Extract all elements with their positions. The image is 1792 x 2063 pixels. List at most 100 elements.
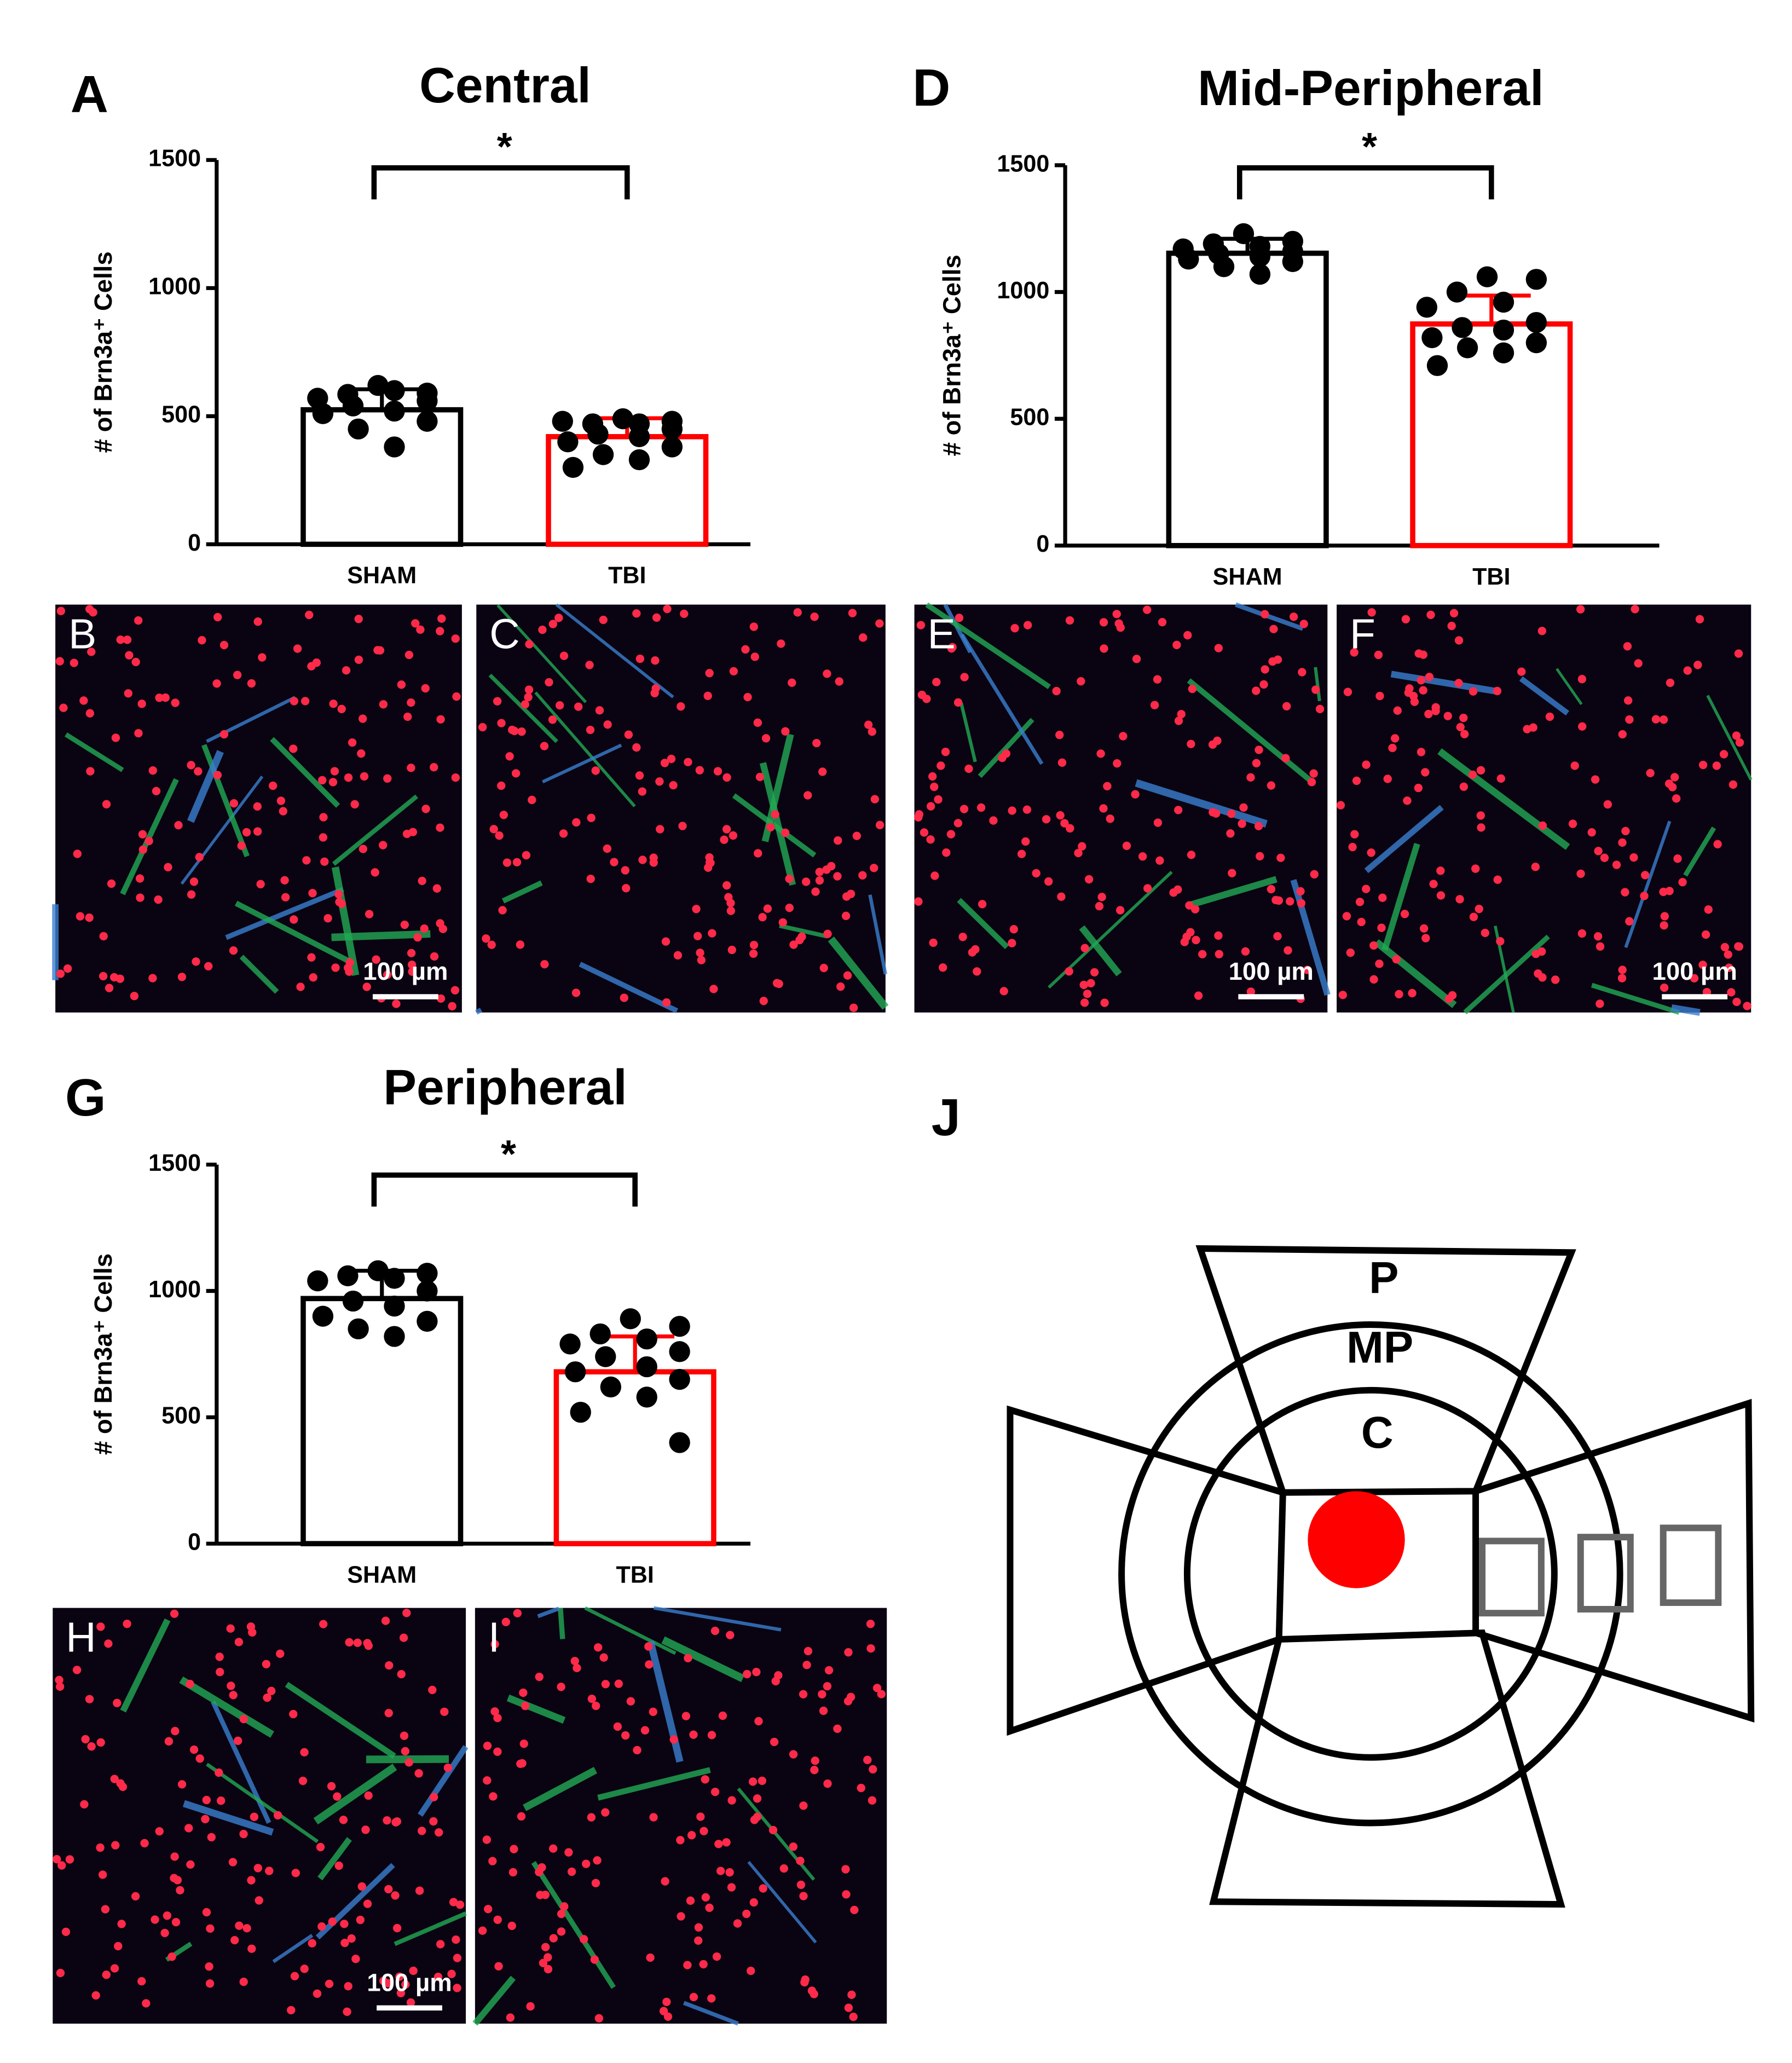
cell-dot — [849, 1003, 858, 1012]
x-tick-label: TBI — [608, 563, 646, 589]
cell-dot — [1704, 905, 1713, 914]
cell-dot — [365, 910, 374, 918]
data-point — [628, 449, 650, 471]
y-axis-label: # of Brn3a⁺ Cells — [938, 255, 966, 456]
cell-dot — [536, 1891, 545, 1899]
cell-dot — [418, 876, 426, 886]
cell-dot — [452, 692, 461, 701]
panel-label: E — [928, 611, 956, 658]
cell-dot — [1693, 661, 1702, 669]
cell-dot — [1593, 932, 1603, 941]
micrograph — [914, 602, 1331, 1013]
cell-dot — [512, 858, 522, 866]
cell-dot — [989, 816, 998, 825]
significance-bracket — [371, 1172, 638, 1207]
cell-dot — [399, 1633, 408, 1642]
cell-dot — [848, 609, 857, 617]
cell-dot — [490, 1640, 499, 1649]
cell-dot — [1400, 910, 1409, 918]
cell-dot — [599, 1653, 608, 1662]
cell-dot — [186, 1860, 195, 1869]
cell-dot — [216, 1668, 224, 1677]
cell-dot — [137, 1977, 146, 1986]
cell-dot — [330, 767, 339, 776]
cell-dot — [1350, 830, 1359, 839]
cell-dot — [1113, 759, 1122, 768]
cell-dot — [753, 1812, 762, 1821]
cell-dot — [1404, 688, 1413, 697]
cell-dot — [1267, 781, 1276, 790]
cell-dot — [622, 883, 631, 893]
cell-dot — [1131, 790, 1140, 799]
cell-dot — [978, 900, 987, 909]
cell-dot — [448, 1002, 456, 1010]
cell-dot — [1665, 887, 1674, 895]
micrograph-bg — [476, 604, 886, 1013]
cell-dot — [1631, 605, 1639, 614]
cell-dot — [1617, 974, 1627, 983]
cell-dot — [727, 1796, 736, 1805]
cell-dot — [408, 967, 417, 976]
cell-dot — [53, 1855, 61, 1864]
cell-dot — [1421, 934, 1430, 943]
cell-dot — [781, 828, 790, 837]
cell-dot — [320, 857, 329, 866]
cell-dot — [276, 796, 286, 805]
inner-ring — [1183, 1386, 1558, 1761]
cell-dot — [621, 866, 630, 875]
cell-dot — [357, 749, 366, 758]
cell-dot — [212, 679, 221, 688]
cell-dot — [1238, 819, 1246, 828]
cell-dot — [1008, 806, 1016, 815]
cell-dot — [177, 1780, 187, 1789]
cell-dot — [1391, 734, 1400, 743]
significance-label: * — [497, 125, 512, 169]
cell-dot — [1417, 676, 1425, 685]
cell-dot — [115, 974, 125, 983]
cell-dot — [1307, 778, 1316, 787]
data-point — [1525, 269, 1547, 290]
cell-dot — [526, 2002, 535, 2011]
data-point — [589, 1323, 611, 1345]
cell-dot — [959, 805, 969, 813]
cell-dot — [999, 987, 1008, 996]
cell-dot — [1299, 620, 1308, 628]
cell-dot — [727, 945, 736, 955]
cell-dot — [758, 1776, 767, 1785]
cell-dot — [226, 1624, 235, 1633]
data-point — [612, 408, 634, 430]
cell-dot — [930, 871, 939, 880]
cell-dot — [934, 795, 943, 804]
cell-dot — [1188, 684, 1197, 694]
cell-dot — [823, 1682, 832, 1691]
chart: D Mid-Peripheral # of Brn3a⁺ Cells 0 500 1000… — [912, 59, 1660, 590]
cell-dot — [1375, 691, 1384, 701]
cell-dot — [1531, 863, 1540, 871]
cell-dot — [248, 1628, 257, 1637]
micrograph-bg — [1337, 604, 1751, 1013]
cell-dot — [1106, 814, 1114, 823]
vessel — [1463, 934, 1550, 1015]
cell-dot — [645, 1660, 654, 1669]
cell-dot — [195, 1754, 204, 1763]
significance-label: * — [501, 1132, 516, 1176]
cell-dot — [364, 1791, 373, 1800]
scale-bar-label: 100 µm — [363, 957, 448, 985]
cell-dot — [258, 653, 267, 662]
vessel — [234, 900, 354, 966]
vessel — [1591, 983, 1680, 1015]
cell-dot — [759, 996, 768, 1006]
cell-dot — [928, 772, 937, 781]
cell-dot — [433, 1972, 443, 1981]
cell-dot — [1471, 864, 1480, 873]
cell-dot — [1066, 824, 1074, 833]
cell-dot — [686, 1896, 695, 1905]
cell-dot — [116, 635, 125, 644]
cell-dot — [411, 619, 420, 628]
cell-dot — [1228, 869, 1236, 877]
vessel — [759, 762, 796, 886]
chart-title: Central — [419, 58, 591, 113]
cell-dot — [632, 743, 641, 752]
cell-dot — [696, 1812, 705, 1821]
data-point — [636, 1386, 657, 1408]
